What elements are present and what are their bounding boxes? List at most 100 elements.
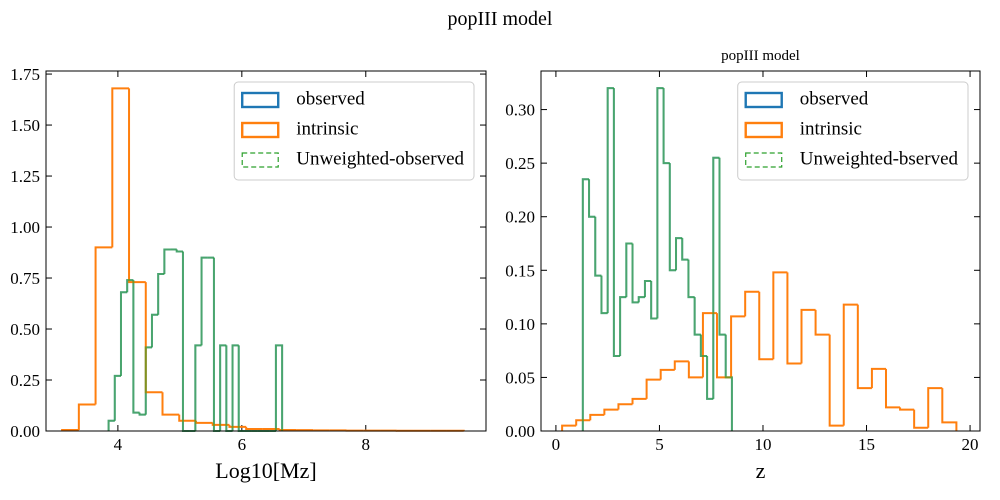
hist-step [650, 281, 658, 320]
legend-frame [737, 81, 969, 181]
hist-step [687, 259, 695, 299]
x-tick-label: 20 [962, 435, 979, 454]
hist-step [138, 412, 146, 416]
hist-step [712, 156, 720, 399]
hist-step [606, 87, 614, 314]
legend-label: observed [800, 88, 869, 109]
hist-step [575, 419, 591, 426]
hist-step [175, 249, 183, 253]
hist-step [594, 216, 602, 277]
hist-step [662, 88, 670, 165]
hist-step [111, 87, 130, 248]
axes: 0 5 10 15 20 0.00 0.05 0.10 0.15 0.20 0.25 0.30 z pop… [505, 48, 981, 483]
hist-step [107, 419, 115, 431]
hist-step [144, 346, 152, 415]
hist-step [231, 344, 239, 431]
hist-step [94, 246, 113, 405]
x-tick-label: 6 [238, 435, 247, 454]
hist-step [800, 308, 816, 364]
y-tick-label: 1.00 [10, 218, 40, 237]
x-tick-label: 8 [362, 435, 371, 454]
hist-step [588, 179, 596, 218]
hist-step [758, 291, 774, 361]
hist-step [211, 422, 230, 426]
hist-step [706, 356, 714, 400]
hist-step [884, 368, 901, 409]
hist-step [744, 290, 760, 317]
hist-step [77, 403, 96, 430]
hist-step [278, 428, 297, 431]
y-tick-label: 0.15 [505, 261, 535, 280]
hist-step [219, 344, 227, 431]
hist-step [724, 334, 733, 431]
hist-step [701, 312, 718, 378]
hist-step [600, 275, 608, 315]
axes: 4 6 8 0.00 0.25 0.50 0.75 1.00 1.25 1.50 1.75 Log10… [10, 65, 487, 483]
hist-step [625, 242, 633, 298]
hist-step [194, 344, 202, 431]
hist-step [126, 279, 134, 293]
hist-step [699, 334, 708, 357]
y-tick-label: 0.75 [10, 269, 40, 288]
hist-step [581, 178, 590, 431]
hist-step [668, 163, 677, 272]
y-tick-label: 0.20 [505, 208, 535, 227]
y-tick-label: 0.30 [505, 101, 535, 120]
hist-step [656, 87, 664, 319]
hist-step [119, 291, 128, 376]
y-tick-label: 0.50 [10, 320, 40, 339]
hist-step [772, 271, 788, 360]
hist-step [659, 368, 675, 380]
x-tick-label: 5 [655, 435, 664, 454]
legend-label: intrinsic [800, 118, 862, 139]
legend: observed intrinsic Unweighted-observed [233, 81, 475, 181]
legend-label: observed [296, 88, 365, 109]
legend-swatch [744, 121, 783, 139]
hist-step [856, 304, 872, 390]
hist-step [163, 248, 171, 274]
hist-step [842, 303, 858, 426]
y-tick-label: 0.05 [505, 368, 535, 387]
hist-step [637, 296, 645, 303]
legend: observed intrinsic Unweighted-bserved [737, 81, 969, 181]
hist-step [603, 408, 619, 415]
x-tick-label: 15 [858, 435, 875, 454]
legend-swatch [241, 91, 280, 109]
hist-step [675, 237, 683, 271]
y-tick-label: 1.75 [10, 65, 40, 84]
hist-step [113, 374, 121, 421]
x-axis-label: Log10[Mz] [215, 458, 316, 483]
hist-step [645, 378, 661, 399]
x-tick-label: 0 [552, 435, 561, 454]
legend-label: Unweighted-observed [296, 148, 464, 169]
hist-step [913, 409, 929, 429]
hist-step [619, 296, 627, 356]
y-tick-label: 0.25 [505, 154, 535, 173]
hist-step [161, 392, 180, 416]
hist-step [870, 367, 886, 389]
hist-step [589, 413, 605, 421]
hist-step [681, 238, 689, 261]
hist-step [237, 345, 245, 432]
legend-label: Unweighted-bserved [800, 148, 959, 169]
hist-step [927, 387, 943, 428]
hist-step [157, 272, 165, 315]
hist-step [673, 360, 689, 370]
hist-step [561, 424, 577, 431]
axes-frame [540, 70, 981, 432]
hist-step [687, 361, 703, 379]
legend-swatch [745, 152, 783, 168]
hist-step [899, 407, 915, 411]
y-tick-label: 0.10 [505, 315, 535, 334]
axes-frame [45, 70, 487, 432]
hist-step [144, 282, 163, 394]
hist-step [132, 280, 140, 414]
hist-step [941, 388, 958, 431]
hist-step [828, 334, 844, 427]
hist-step [612, 88, 621, 357]
legend-swatch [241, 152, 279, 168]
hist-step [150, 313, 159, 348]
hist-step [245, 426, 263, 430]
figure-title: popIII model [448, 8, 553, 30]
